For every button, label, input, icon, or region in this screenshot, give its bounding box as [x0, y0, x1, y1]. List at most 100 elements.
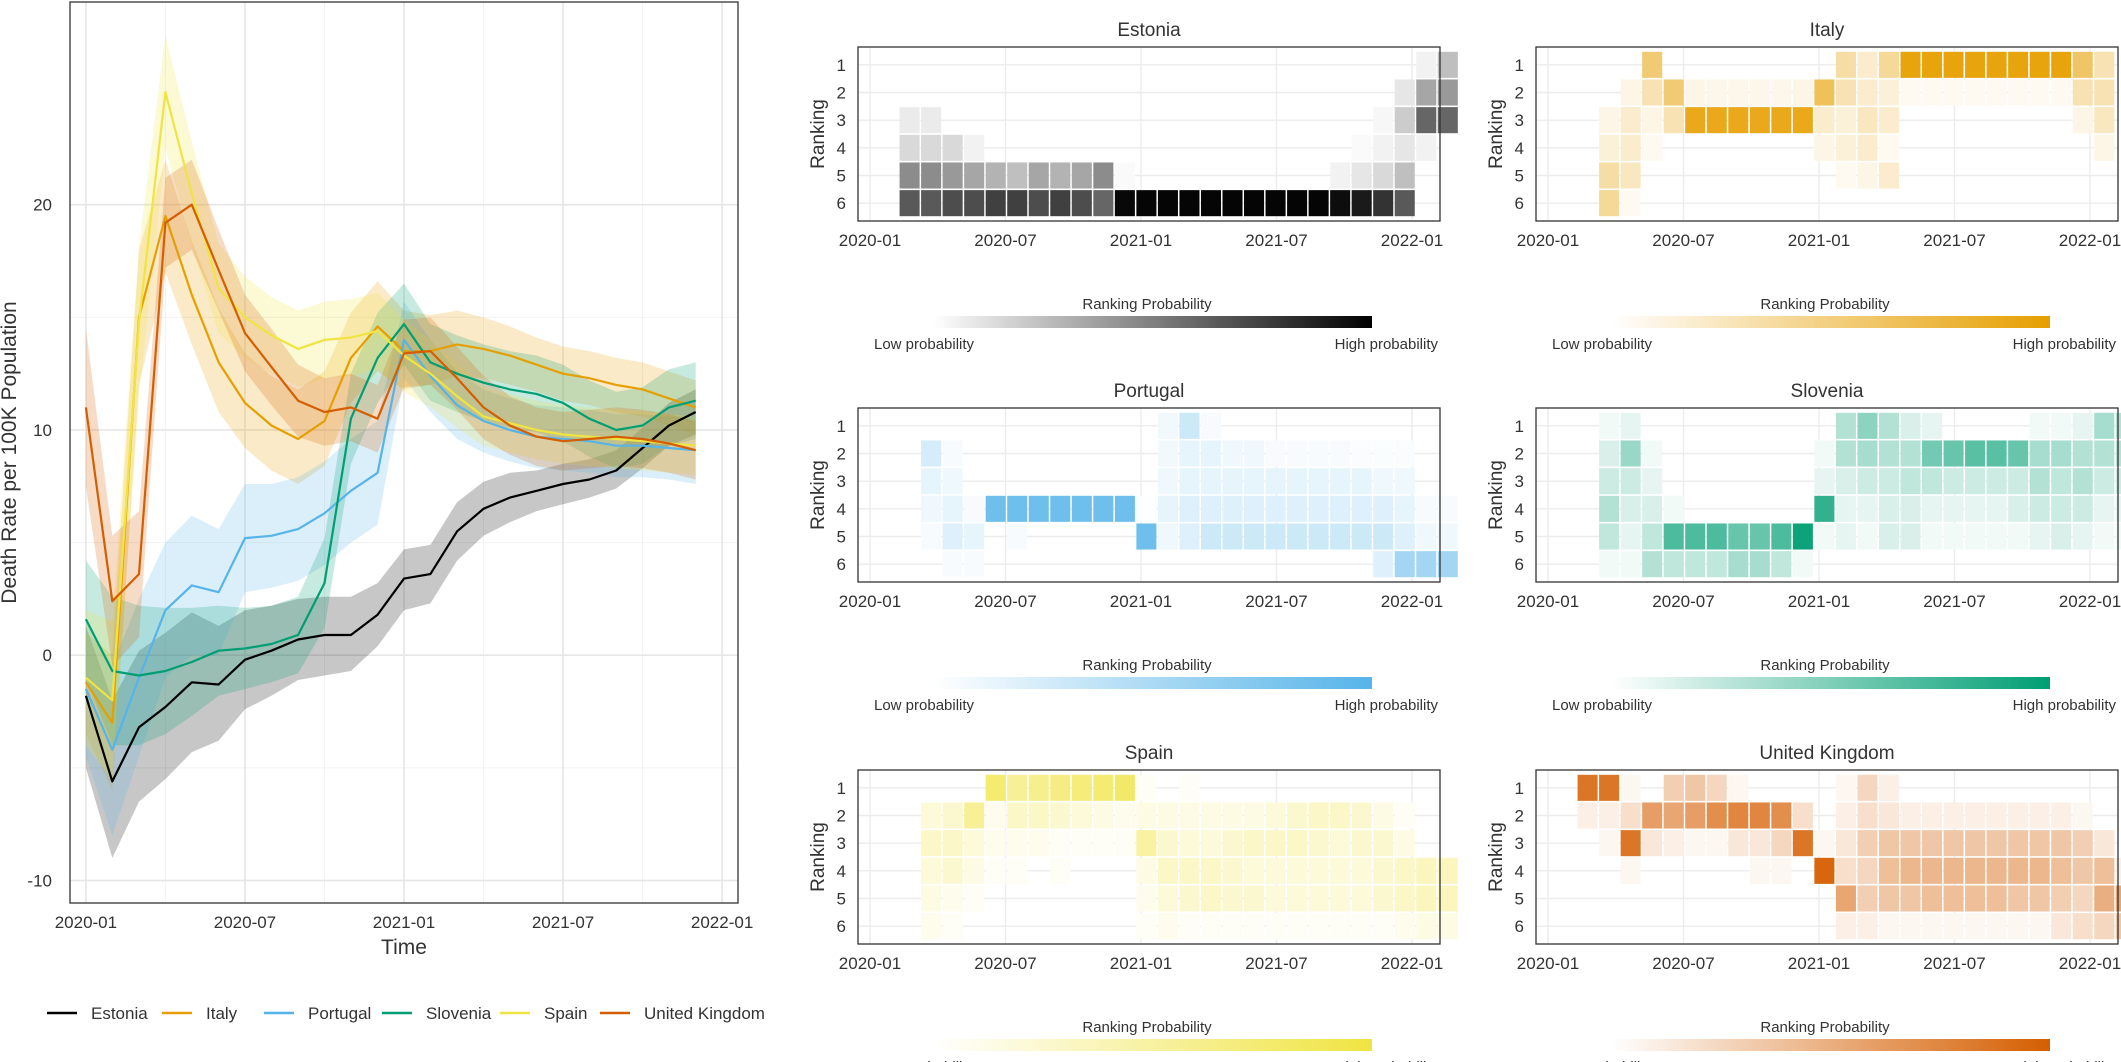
heat-cell: [1093, 190, 1114, 217]
heat-cell: [964, 162, 985, 189]
heat-cell: [1050, 495, 1071, 522]
heat-cell: [1351, 468, 1372, 495]
heat-cell: [1308, 468, 1329, 495]
heat-cell: [964, 523, 985, 550]
heat-cell: [1599, 802, 1620, 829]
heat-cell: [1685, 523, 1706, 550]
x-tick-label: 2022-01: [1381, 231, 1443, 250]
y-tick-label: 1: [1515, 417, 1524, 436]
heat-cell: [1437, 551, 1458, 578]
heat-cell: [1308, 830, 1329, 857]
heat-cell: [1749, 107, 1770, 134]
heat-cell: [1244, 830, 1265, 857]
heat-cell: [2072, 857, 2093, 884]
heat-cell: [1136, 857, 1157, 884]
heat-cell: [2094, 107, 2115, 134]
heat-cell: [1749, 857, 1770, 884]
heat-cell: [1394, 440, 1415, 467]
legend-label: Portugal: [308, 1004, 371, 1023]
heat-cell: [1157, 830, 1178, 857]
heat-cell: [1287, 830, 1308, 857]
panel-title: Portugal: [1114, 381, 1185, 402]
heat-cell: [1878, 51, 1900, 78]
heat-cell: [1373, 107, 1394, 134]
heat-cell: [1900, 885, 1921, 912]
x-tick-label: 2021-07: [1923, 954, 1985, 973]
heat-cell: [1351, 913, 1372, 940]
heat-cell: [1351, 162, 1372, 189]
heat-cell: [1394, 190, 1415, 217]
heat-cell: [1857, 523, 1878, 550]
heat-cell: [1857, 134, 1878, 161]
heat-cell: [985, 495, 1006, 522]
colorbar-high-label: High probability: [1335, 1059, 1439, 1062]
heat-cell: [921, 107, 942, 134]
y-tick-label: 5: [1515, 167, 1524, 186]
heat-cell: [1771, 802, 1792, 829]
heat-cell: [1922, 802, 1943, 829]
heat-cell: [1028, 802, 1049, 829]
band-portugal: [85, 301, 696, 836]
panel-title: Slovenia: [1791, 381, 1864, 402]
heat-cell: [1114, 190, 1135, 217]
heat-cell: [1071, 495, 1092, 522]
heat-cell: [1093, 162, 1114, 189]
colorbar-title: Ranking Probability: [1082, 296, 1212, 313]
heat-cell: [2029, 79, 2050, 106]
heat-cell: [1814, 107, 1835, 134]
y-tick-label: 6: [837, 917, 846, 936]
heat-cell: [964, 551, 985, 578]
heat-cell: [1749, 523, 1770, 550]
heat-cell: [1179, 774, 1200, 801]
heat-cell: [899, 190, 920, 217]
heat-cell: [964, 190, 985, 217]
heat-cell: [942, 162, 963, 189]
heat-cell: [1663, 802, 1684, 829]
heat-cell: [1965, 830, 1986, 857]
colorbar-title: Ranking Probability: [1082, 1019, 1212, 1036]
heat-cell: [1373, 468, 1394, 495]
heat-cell: [2051, 412, 2072, 439]
y-tick-label: -10: [27, 871, 52, 890]
heat-cell: [1620, 468, 1641, 495]
panel-title: Italy: [1810, 20, 1845, 41]
heat-cell: [1706, 830, 1727, 857]
heat-cell: [899, 134, 920, 161]
heat-cell: [985, 190, 1006, 217]
heat-cell: [1663, 495, 1684, 522]
heat-cell: [1943, 468, 1964, 495]
heat-cell: [1330, 440, 1351, 467]
band-estonia: [85, 389, 696, 858]
heat-cell: [1222, 495, 1243, 522]
heat-cell: [1265, 857, 1286, 884]
heat-cell: [1179, 857, 1200, 884]
heat-cell: [1835, 830, 1856, 857]
y-axis-title: Ranking: [808, 822, 829, 892]
heat-cell: [1071, 162, 1092, 189]
heat-cell: [1265, 913, 1286, 940]
heat-cell: [1136, 495, 1157, 522]
heat-cell: [964, 134, 985, 161]
heat-cell: [942, 551, 963, 578]
heat-cell: [1287, 495, 1308, 522]
heat-cell: [1728, 802, 1749, 829]
heat-cell: [1620, 79, 1641, 106]
heat-cell: [1157, 885, 1178, 912]
heat-cell: [1835, 412, 1856, 439]
heat-cell: [1685, 107, 1706, 134]
heat-cell: [921, 523, 942, 550]
x-tick-label: 2022-01: [2059, 231, 2121, 250]
heat-cell: [1599, 134, 1620, 161]
heat-cell: [1685, 774, 1706, 801]
heat-cell: [1965, 523, 1986, 550]
heat-cell: [1007, 523, 1028, 550]
heat-cell: [899, 107, 920, 134]
heat-cell: [1136, 190, 1157, 217]
heat-cell: [942, 468, 963, 495]
heat-cell: [942, 495, 963, 522]
heat-cell: [1437, 857, 1458, 884]
heat-cell: [2094, 857, 2115, 884]
y-tick-label: 4: [837, 500, 846, 519]
y-tick-label: 2: [1515, 807, 1524, 826]
heat-cell: [1835, 495, 1856, 522]
